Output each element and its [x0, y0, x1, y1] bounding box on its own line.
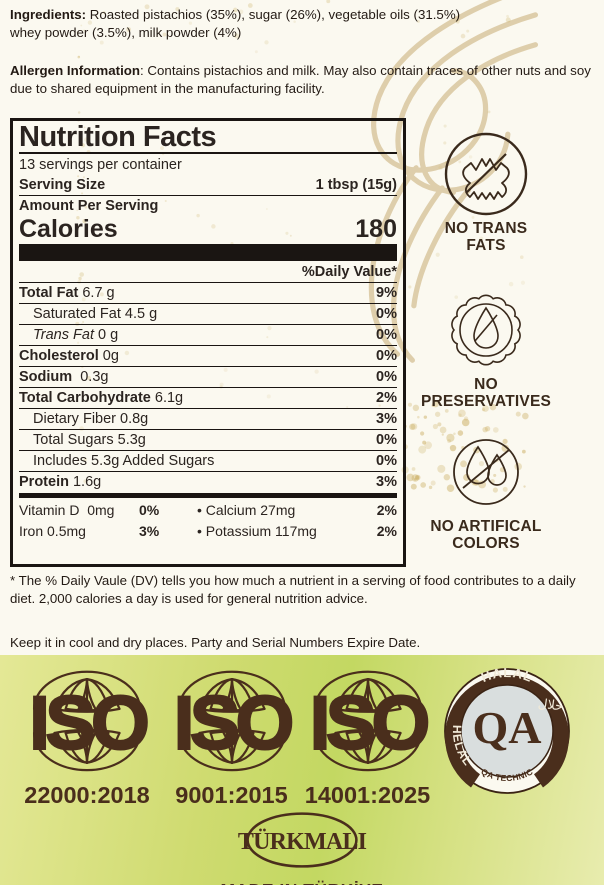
svg-text:QA: QA	[472, 702, 541, 753]
svg-text:TÜRKMALI: TÜRKMALI	[238, 829, 367, 855]
